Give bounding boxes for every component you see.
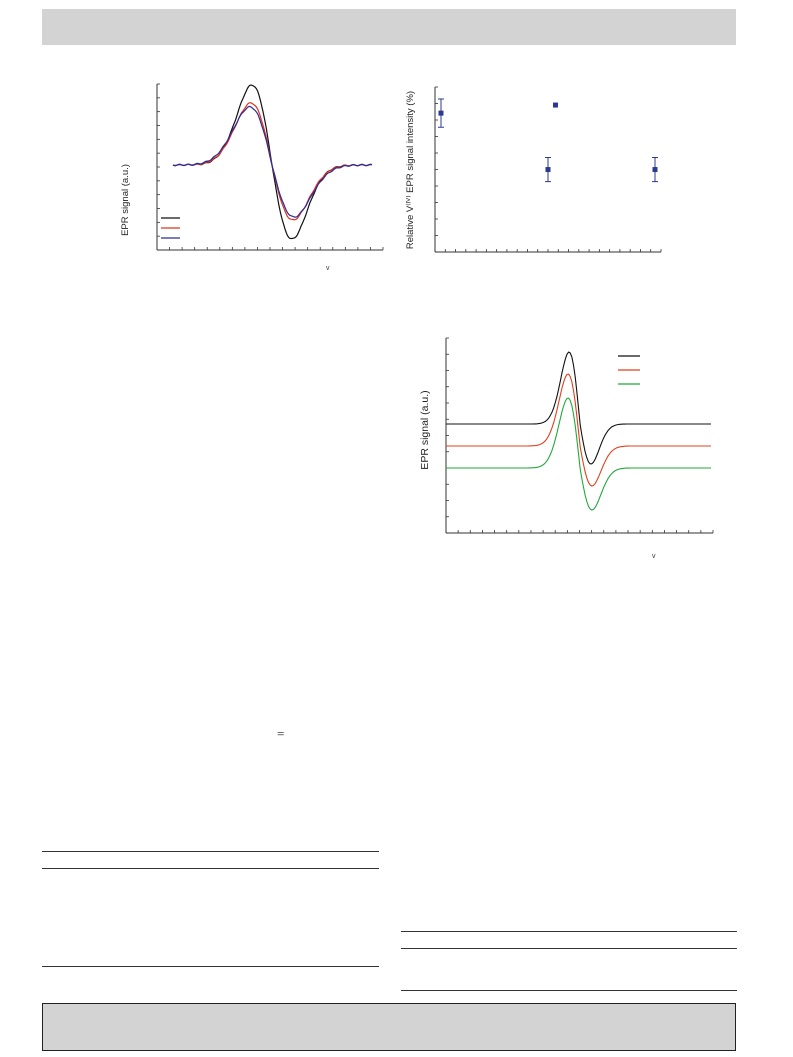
- chart1-xlabel-fragment: v: [326, 265, 330, 272]
- chart2-point-1: [552, 102, 558, 108]
- chart3-series-black: [446, 351, 711, 465]
- chart3-ticks: [445, 337, 714, 534]
- chart2-point-3: [652, 167, 658, 173]
- equation-sign: =: [277, 726, 285, 741]
- right-table-top-rule: [401, 931, 737, 932]
- chart2-ylabel: Relative V⁽ᴵⱽ⁾ EPR signal intensity (%): [405, 91, 416, 249]
- chart3-xlabel-fragment: v: [652, 553, 656, 560]
- chart2-points: [438, 98, 658, 183]
- chart2-ticks: [434, 86, 662, 253]
- left-table-bottom-rule: [42, 966, 379, 967]
- chart3-series-red: [446, 373, 711, 487]
- page-header-bar: [42, 9, 736, 45]
- chart1-ylabel: EPR signal (a.u.): [120, 164, 131, 236]
- chart1-series-blue: [172, 105, 373, 218]
- chart1-ticks: [156, 83, 384, 251]
- chart3-series-green: [446, 397, 711, 511]
- right-table-header-rule: [401, 948, 737, 949]
- chart2-point-0: [438, 110, 444, 116]
- left-table-header-rule: [42, 868, 379, 869]
- chart2-point-2: [545, 167, 551, 173]
- left-table-top-rule: [42, 851, 379, 852]
- chart3-ylabel: EPR signal (a.u.): [419, 390, 431, 469]
- page-footer-box: [42, 1003, 736, 1051]
- right-table-bottom-rule: [401, 990, 737, 991]
